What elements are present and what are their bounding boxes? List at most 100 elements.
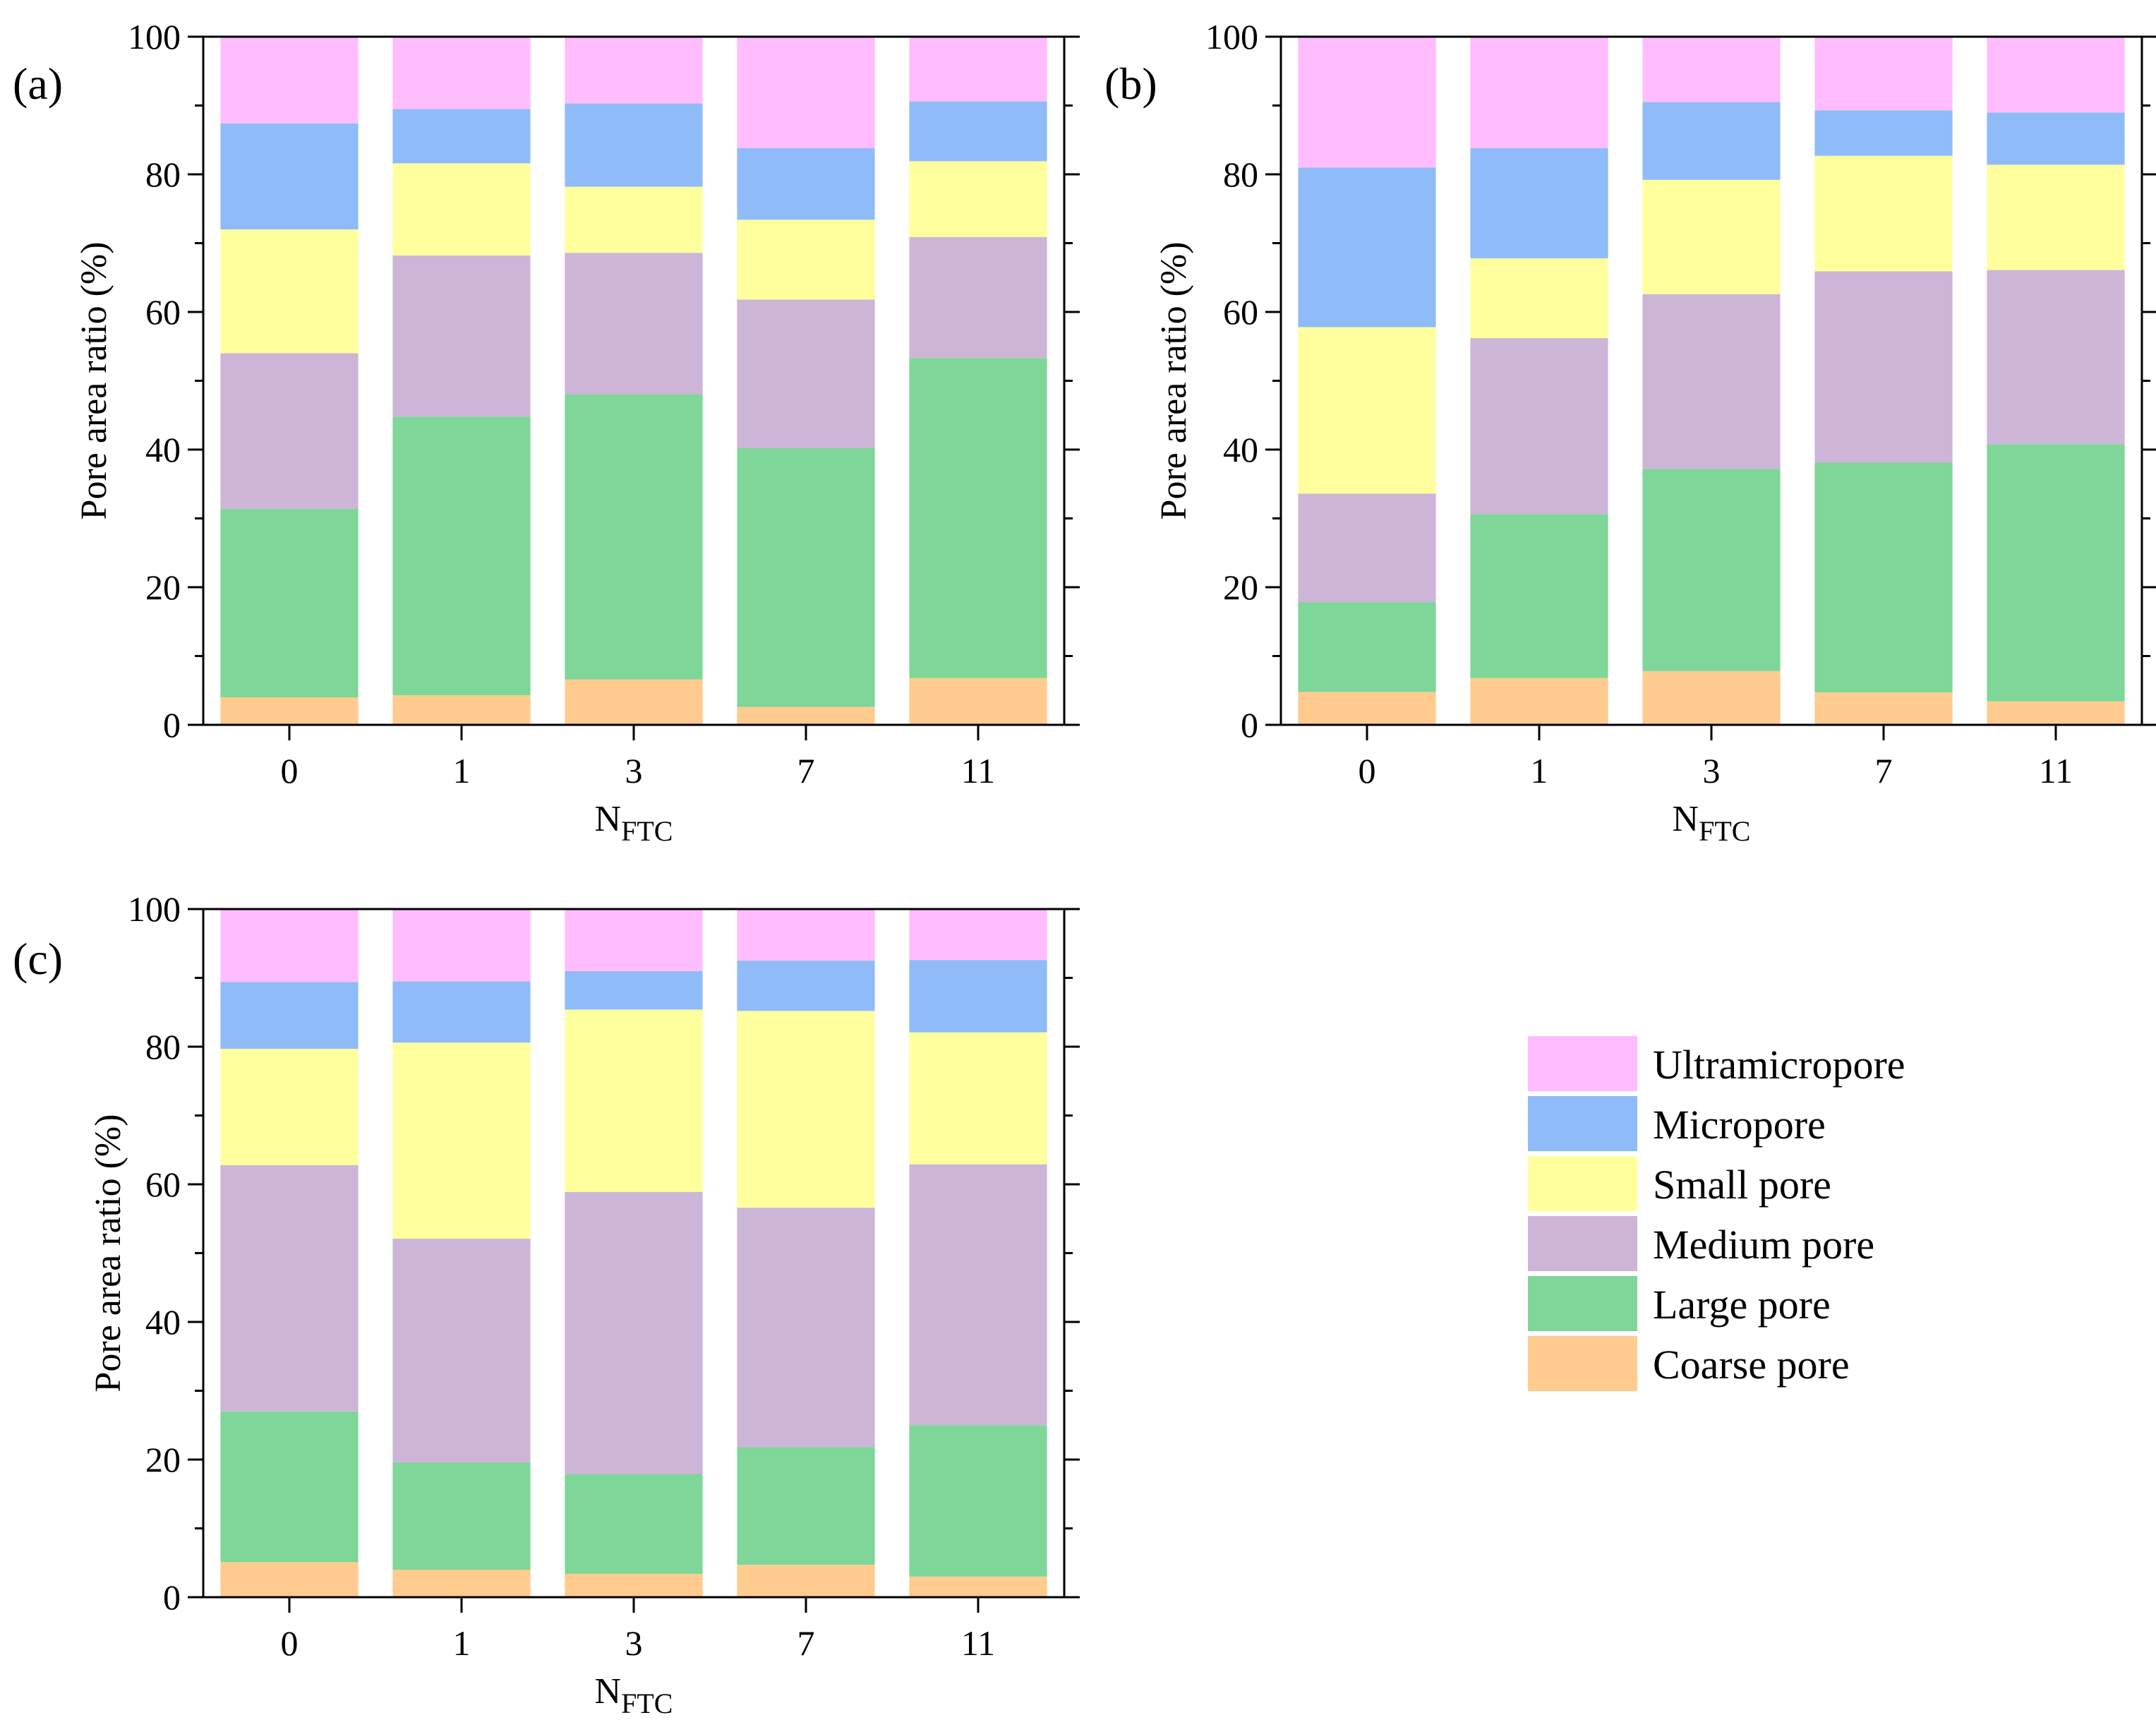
bar-micropore-7 [1814, 110, 1953, 156]
x-axis-label: NFTC [1673, 799, 1751, 847]
y-tick-label: 40 [1223, 430, 1258, 469]
bar-medium-pore-0 [220, 1165, 359, 1412]
x-tick-label-0: 0 [281, 751, 299, 790]
bar-micropore-11 [909, 960, 1047, 1033]
bar-ultramicropore-1 [392, 909, 531, 982]
y-tick-label: 100 [1205, 17, 1258, 56]
bar-ultramicropore-7 [737, 37, 875, 148]
bar-small-pore-1 [392, 1042, 531, 1239]
bar-ultramicropore-0 [1298, 37, 1436, 168]
bar-small-pore-7 [737, 1011, 875, 1208]
x-tick-label-7: 7 [797, 751, 815, 790]
x-tick-label-7: 7 [797, 1623, 815, 1663]
bar-medium-pore-0 [220, 353, 359, 509]
legend-label-medium-pore: Medium pore [1653, 1222, 1874, 1268]
bar-large-pore-11 [1987, 444, 2125, 702]
bar-large-pore-0 [220, 1411, 359, 1563]
legend-swatch-large-pore [1528, 1276, 1637, 1331]
bar-small-pore-11 [1987, 164, 2125, 270]
bar-coarse-pore-0 [220, 697, 359, 725]
bar-large-pore-11 [909, 1425, 1047, 1577]
legend-item-large-pore: Large pore [1528, 1276, 1831, 1331]
x-axis: 0 1 3 7 11 [1359, 725, 2073, 790]
bar-medium-pore-3 [1642, 294, 1781, 469]
bar-micropore-7 [737, 148, 875, 220]
bar-coarse-pore-3 [565, 679, 703, 725]
x-tick-label-1: 1 [453, 1623, 471, 1663]
x-tick-label-0: 0 [1359, 751, 1376, 790]
x-tick-label-3: 3 [625, 751, 643, 790]
bar-micropore-0 [1298, 167, 1436, 327]
bar-large-pore-7 [737, 1447, 875, 1565]
y-tick-label: 100 [128, 17, 181, 56]
bar-coarse-pore-1 [392, 695, 531, 725]
x-tick-label-11: 11 [2039, 751, 2073, 790]
bar-ultramicropore-0 [220, 37, 359, 124]
bar-large-pore-0 [1298, 602, 1436, 692]
bar-small-pore-11 [909, 1032, 1047, 1165]
bar-micropore-7 [737, 961, 875, 1011]
bar-medium-pore-11 [1987, 270, 2125, 445]
y-tick-label: 0 [163, 1577, 181, 1617]
bar-micropore-3 [565, 970, 703, 1010]
panel-label: (a) [13, 59, 63, 109]
bar-coarse-pore-7 [737, 706, 875, 725]
bar-medium-pore-3 [565, 1191, 703, 1474]
bar-small-pore-3 [565, 1009, 703, 1192]
legend-label-coarse-pore: Coarse pore [1653, 1342, 1850, 1388]
bar-ultramicropore-3 [565, 909, 703, 971]
y-tick-label: 20 [145, 1440, 181, 1479]
y-tick-label: 40 [145, 1302, 181, 1342]
bar-micropore-1 [1470, 148, 1608, 258]
bar-micropore-0 [220, 123, 359, 229]
panel-label: (b) [1104, 59, 1157, 109]
bar-medium-pore-7 [737, 299, 875, 449]
bar-ultramicropore-11 [909, 909, 1047, 961]
legend-label-small-pore: Small pore [1653, 1162, 1831, 1208]
y-tick-label: 40 [145, 430, 181, 469]
y-tick-label: 100 [128, 889, 181, 929]
bars [220, 37, 1047, 725]
bar-large-pore-3 [565, 1474, 703, 1574]
y-axis-label: Pore area ratio (%) [1154, 241, 1194, 519]
bar-small-pore-3 [1642, 179, 1781, 294]
y-tick-label: 60 [145, 292, 181, 332]
y-axis-label: Pore area ratio (%) [74, 241, 114, 519]
x-tick-label-1: 1 [1531, 751, 1548, 790]
bar-large-pore-0 [220, 508, 359, 697]
legend-item-micropore: Micropore [1528, 1096, 1826, 1151]
bar-coarse-pore-11 [909, 678, 1047, 725]
bar-medium-pore-3 [565, 253, 703, 395]
bar-small-pore-1 [392, 163, 531, 255]
y-tick-label: 0 [163, 705, 181, 745]
x-tick-label-11: 11 [961, 1623, 995, 1663]
bar-ultramicropore-1 [1470, 37, 1608, 148]
x-tick-label-1: 1 [453, 751, 471, 790]
y-axis-label: Pore area ratio (%) [88, 1114, 128, 1392]
y-tick-label: 80 [1223, 155, 1258, 194]
bar-ultramicropore-3 [1642, 37, 1781, 102]
bar-small-pore-7 [737, 219, 875, 300]
bar-ultramicropore-0 [220, 909, 359, 982]
bar-coarse-pore-7 [1814, 692, 1953, 725]
bar-medium-pore-1 [1470, 338, 1608, 515]
bar-large-pore-11 [909, 358, 1047, 678]
bar-medium-pore-1 [392, 255, 531, 417]
y-axis: 0 20 40 60 80 100 [128, 17, 1080, 745]
bar-coarse-pore-7 [737, 1565, 875, 1597]
bar-large-pore-1 [392, 1462, 531, 1570]
bar-small-pore-3 [565, 186, 703, 253]
x-axis: 0 1 3 7 11 [281, 1597, 995, 1663]
x-axis: 0 1 3 7 11 [281, 725, 995, 790]
legend-label-large-pore: Large pore [1653, 1282, 1831, 1328]
chart-panel-2: 0 20 40 60 80 100 0 1 3 7 11 NFTC Pore area ratio (%… [1104, 17, 2156, 847]
y-axis: 0 20 40 60 80 100 [128, 889, 1080, 1617]
legend-swatch-coarse-pore [1528, 1336, 1637, 1391]
y-tick-label: 20 [145, 567, 181, 607]
legend-label-ultramicropore: Ultramicropore [1653, 1042, 1905, 1088]
bar-micropore-0 [220, 982, 359, 1049]
bar-small-pore-0 [1298, 327, 1436, 494]
bar-ultramicropore-11 [1987, 37, 2125, 113]
bar-ultramicropore-1 [392, 37, 531, 109]
